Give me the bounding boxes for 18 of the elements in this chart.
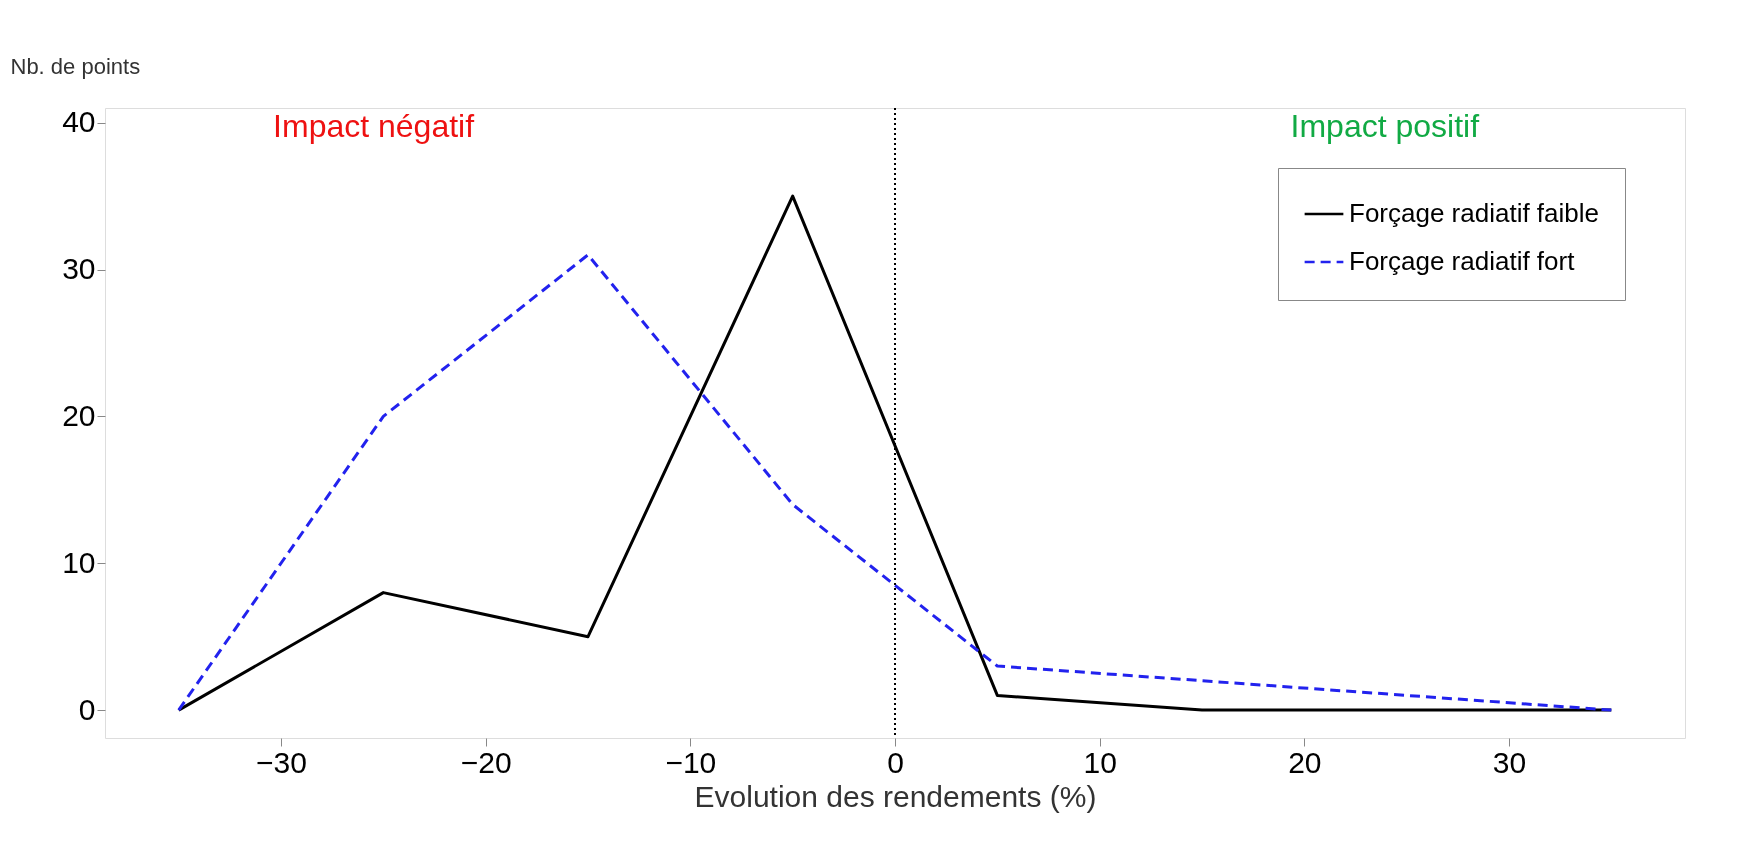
y-tick-label: 20: [62, 398, 96, 432]
x-tick-label: 10: [1083, 745, 1117, 779]
x-tick-label: 30: [1492, 745, 1527, 779]
x-tick-label: −20: [460, 745, 512, 779]
y-tick-label: 30: [62, 252, 96, 286]
y-axis-title: Nb. de points: [10, 53, 141, 79]
x-axis-title: Evolution des rendements (%): [694, 779, 1097, 813]
annotation: Impact négatif: [273, 107, 475, 144]
legend-label: Forçage radiatif faible: [1349, 198, 1600, 228]
x-tick-label: −10: [665, 745, 717, 779]
x-tick-label: −30: [256, 745, 307, 779]
legend-label: Forçage radiatif fort: [1349, 246, 1576, 276]
x-tick-label: 20: [1288, 745, 1322, 779]
y-tick-label: 0: [78, 692, 96, 726]
y-tick-label: 10: [62, 545, 96, 579]
annotation: Impact positif: [1290, 107, 1480, 144]
x-tick-label: 0: [887, 745, 904, 779]
y-tick-label: 40: [62, 105, 96, 139]
